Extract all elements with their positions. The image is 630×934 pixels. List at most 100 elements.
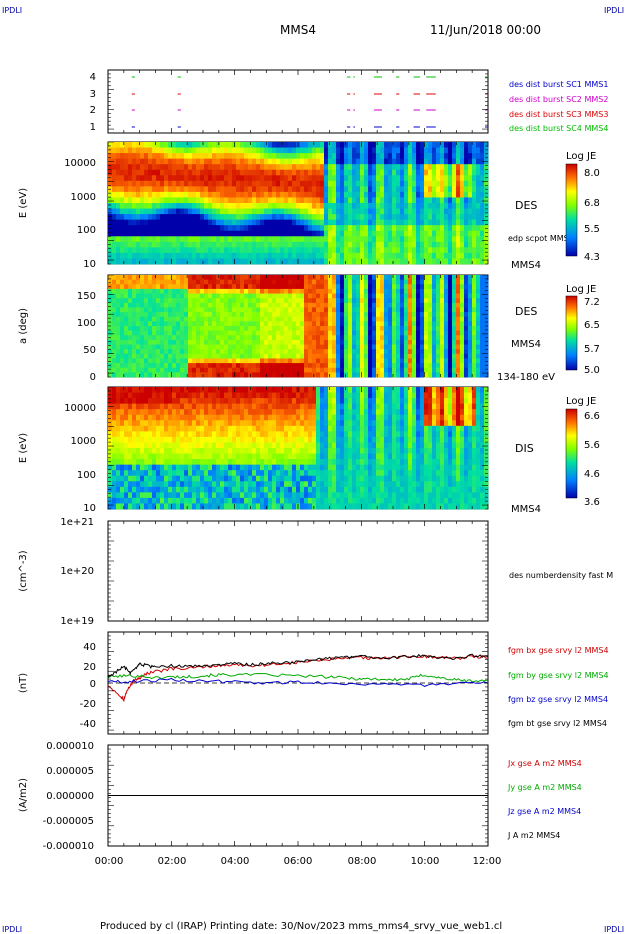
- spectrogram-cell: [176, 326, 181, 332]
- spectrogram-cell: [484, 279, 489, 285]
- spectrogram-cell: [376, 293, 381, 299]
- spectrogram-cell: [356, 316, 361, 322]
- spectrogram-cell: [396, 158, 401, 165]
- spectrogram-cell: [156, 425, 161, 432]
- spectrogram-cell: [412, 158, 417, 165]
- spectrogram-cell: [116, 298, 121, 304]
- spectrogram-cell: [196, 349, 201, 355]
- spectrogram-cell: [200, 486, 205, 493]
- spectrogram-cell: [328, 241, 333, 248]
- spectrogram-cell: [352, 214, 357, 221]
- spectrogram-cell: [372, 279, 377, 285]
- spectrogram-cell: [288, 169, 293, 176]
- spectrogram-cell: [144, 275, 149, 281]
- spectrogram-cell: [332, 225, 337, 232]
- spectrogram-cell: [452, 252, 457, 259]
- spectrogram-cell: [344, 208, 349, 215]
- spectrogram-cell: [124, 326, 129, 332]
- spectrogram-cell: [180, 470, 185, 477]
- spectrogram-cell: [304, 316, 309, 322]
- spectrogram-cell: [392, 316, 397, 322]
- spectrogram-cell: [416, 175, 421, 182]
- spectrogram-cell: [168, 191, 173, 198]
- spectrogram-cell: [288, 298, 293, 304]
- spectrogram-cell: [372, 252, 377, 259]
- spectrogram-cell: [124, 486, 129, 493]
- header-date: 11/Jun/2018 00:00: [430, 23, 541, 37]
- spectrogram-cell: [336, 186, 341, 193]
- spectrogram-cell: [284, 302, 289, 308]
- spectrogram-cell: [120, 420, 125, 427]
- spectrogram-cell: [128, 442, 133, 449]
- spectrogram-cell: [456, 169, 461, 176]
- spectrogram-cell: [220, 497, 225, 504]
- spectrogram-cell: [452, 316, 457, 322]
- spectrogram-cell: [352, 307, 357, 313]
- spectrogram-cell: [364, 363, 369, 369]
- spectrogram-cell: [408, 147, 413, 154]
- spectrogram-cell: [388, 186, 393, 193]
- spectrogram-cell: [368, 247, 373, 254]
- spectrogram-cell: [124, 448, 129, 454]
- spectrogram-cell: [344, 191, 349, 198]
- spectrogram-cell: [424, 349, 429, 355]
- spectrogram-cell: [108, 409, 113, 416]
- spectrogram-cell: [172, 349, 177, 355]
- spectrogram-cell: [272, 344, 277, 350]
- spectrogram-cell: [224, 358, 229, 364]
- spectrogram-cell: [116, 387, 121, 393]
- spectrogram-cell: [124, 164, 129, 171]
- spectrogram-cell: [280, 330, 285, 336]
- spectrogram-cell: [312, 197, 317, 204]
- spectrogram-cell: [308, 353, 313, 359]
- spectrogram-cell: [444, 372, 449, 378]
- spectrogram-cell: [144, 367, 149, 373]
- spectrogram-cell: [416, 147, 421, 154]
- spectrogram-cell: [204, 258, 209, 265]
- corner-label-bottom-right: IPDLI: [604, 925, 624, 934]
- spectrogram-cell: [348, 219, 353, 226]
- spectrogram-cell: [108, 486, 113, 493]
- spectrogram-cell: [448, 293, 453, 299]
- spectrogram-cell: [268, 247, 273, 254]
- spectrogram-cell: [160, 339, 165, 345]
- spectrogram-cell: [176, 258, 181, 265]
- spectrogram-cell: [168, 448, 173, 454]
- spectrogram-cell: [364, 330, 369, 336]
- spectrogram-cell: [400, 153, 405, 160]
- spectrogram-cell: [360, 363, 365, 369]
- spectrogram-cell: [140, 225, 145, 232]
- spectrogram-cell: [420, 230, 425, 237]
- spectrogram-cell: [360, 180, 365, 187]
- spectrogram-cell: [176, 147, 181, 154]
- spectrogram-cell: [124, 398, 129, 405]
- spectrogram-cell: [332, 372, 337, 378]
- spectrogram-cell: [340, 358, 345, 364]
- spectrogram-cell: [212, 191, 217, 198]
- spectrogram-cell: [196, 175, 201, 182]
- spectrogram-cell: [132, 436, 137, 443]
- spectrogram-cell: [292, 358, 297, 364]
- spectrogram-cell: [144, 147, 149, 154]
- spectrogram-cell: [348, 158, 353, 165]
- spectrogram-cell: [128, 169, 133, 176]
- spectrogram-cell: [276, 208, 281, 215]
- spectrogram-cell: [416, 164, 421, 171]
- spectrogram-cell: [172, 414, 177, 421]
- spectrogram-cell: [216, 219, 221, 226]
- spectrogram-cell: [232, 326, 237, 332]
- spectrogram-cell: [360, 258, 365, 265]
- spectrogram-cell: [332, 275, 337, 281]
- spectrogram-cell: [360, 302, 365, 308]
- spectrogram-cell: [136, 409, 141, 416]
- spectrogram-cell: [132, 470, 137, 477]
- spectrogram-cell: [228, 142, 233, 148]
- des-pitch-cbar-tick-1: 6.5: [584, 320, 600, 331]
- spectrogram-cell: [168, 197, 173, 204]
- spectrogram-cell: [460, 169, 465, 176]
- spectrogram-cell: [472, 158, 477, 165]
- spectrogram-cell: [456, 367, 461, 373]
- spectrogram-cell: [412, 307, 417, 313]
- spectrogram-cell: [340, 214, 345, 221]
- spectrogram-cell: [480, 275, 485, 281]
